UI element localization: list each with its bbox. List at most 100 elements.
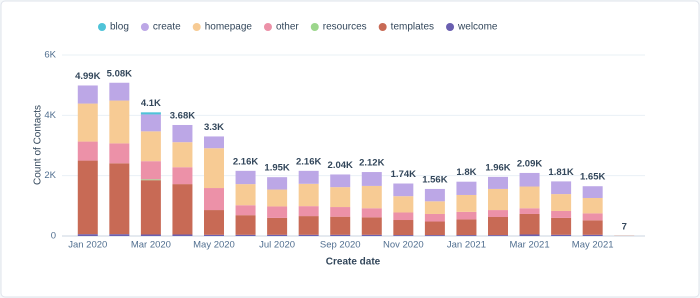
legend-swatch bbox=[310, 23, 319, 31]
bar-segment bbox=[140, 180, 161, 235]
y-axis-title: Count of Contacts bbox=[33, 105, 44, 185]
bar-segment bbox=[330, 187, 351, 208]
bar-segment bbox=[582, 234, 603, 236]
bar-segment bbox=[235, 170, 256, 185]
bar-segment bbox=[488, 216, 508, 236]
total-label: 2.04K bbox=[328, 160, 353, 171]
bar-segment bbox=[519, 208, 540, 214]
legend-swatch bbox=[192, 23, 201, 31]
y-tick-label: 4K bbox=[44, 110, 56, 121]
bar-segment bbox=[330, 207, 351, 217]
bar-segment bbox=[519, 186, 540, 209]
bar-segment bbox=[551, 217, 572, 235]
bar-segment bbox=[424, 221, 445, 236]
total-label: 2.16K bbox=[296, 156, 321, 167]
bar-segment bbox=[456, 194, 477, 212]
total-label: 1.74K bbox=[391, 169, 416, 180]
x-tick-label: Mar 2021 bbox=[509, 240, 549, 251]
bar-segment bbox=[393, 196, 414, 213]
legend-label: resources bbox=[323, 22, 367, 33]
total-label: 1.8K bbox=[456, 167, 476, 178]
total-label: 1.65K bbox=[580, 172, 605, 183]
bar-segment bbox=[140, 179, 161, 181]
bar-segment bbox=[582, 220, 603, 235]
x-tick-label: Nov 2020 bbox=[383, 240, 424, 251]
x-tick-label: May 2021 bbox=[572, 240, 614, 251]
bar-segment bbox=[267, 189, 288, 207]
bar-segment bbox=[456, 219, 477, 236]
legend-swatch bbox=[98, 23, 106, 31]
bar-segment bbox=[393, 212, 414, 221]
bar-segment bbox=[109, 82, 130, 101]
bar-segment bbox=[267, 217, 288, 235]
bar-segment bbox=[330, 234, 351, 236]
bar-segment bbox=[551, 210, 572, 218]
legend-swatch bbox=[446, 23, 455, 31]
bar-segment bbox=[172, 124, 193, 143]
total-label: 5.08K bbox=[107, 68, 132, 79]
total-label: 4.1K bbox=[141, 98, 161, 109]
total-label: 2.12K bbox=[359, 158, 384, 169]
bar-segment bbox=[204, 148, 224, 189]
y-tick-label: 6K bbox=[44, 50, 56, 61]
legend-swatch bbox=[140, 23, 149, 31]
total-label: 3.68K bbox=[170, 111, 195, 122]
bar-segment bbox=[361, 208, 382, 218]
bar-segment bbox=[204, 188, 224, 211]
bar-segment bbox=[109, 163, 130, 235]
bar-segment bbox=[361, 172, 382, 186]
bar-segment bbox=[204, 210, 224, 235]
bar-segment bbox=[204, 136, 224, 149]
bar-segment bbox=[551, 234, 572, 236]
bar-segment bbox=[582, 186, 603, 198]
total-label: 7 bbox=[622, 221, 627, 232]
bar-segment bbox=[140, 114, 161, 132]
legend-label: blog bbox=[110, 22, 129, 33]
bar-segment bbox=[172, 234, 193, 236]
legend-label: homepage bbox=[205, 22, 253, 33]
bar-segment bbox=[140, 131, 161, 162]
bar-segment bbox=[109, 143, 130, 164]
bar-segment bbox=[77, 103, 98, 142]
x-tick-label: Jan 2020 bbox=[68, 240, 107, 251]
bar-segment bbox=[424, 213, 445, 222]
bar-segment bbox=[393, 220, 414, 236]
x-tick-label: May 2020 bbox=[193, 240, 235, 251]
bar-segment bbox=[361, 185, 382, 209]
bar-segment bbox=[424, 201, 445, 214]
bar-segment bbox=[519, 213, 540, 235]
bar-segment bbox=[77, 85, 98, 104]
bar-segment bbox=[204, 234, 224, 236]
bar-segment bbox=[298, 216, 319, 235]
bar-segment bbox=[424, 188, 445, 202]
bar-segment bbox=[551, 194, 572, 211]
bar-segment bbox=[172, 142, 193, 168]
bar-segment bbox=[551, 181, 572, 195]
bar-segment bbox=[582, 213, 603, 221]
x-tick-label: Sep 2020 bbox=[320, 240, 361, 251]
bar-segment bbox=[235, 215, 256, 235]
bar-segment bbox=[488, 210, 508, 217]
total-label: 2.16K bbox=[233, 156, 258, 167]
bar-segment bbox=[519, 234, 540, 236]
bar-segment bbox=[172, 184, 193, 235]
bar-segment bbox=[140, 112, 161, 115]
bar-segment bbox=[77, 160, 98, 235]
legend-label: other bbox=[276, 22, 299, 33]
bar-segment bbox=[172, 167, 193, 185]
bar-segment bbox=[393, 235, 414, 236]
y-tick-label: 2K bbox=[44, 170, 56, 181]
bar-segment bbox=[140, 161, 161, 180]
bar-segment bbox=[424, 235, 445, 236]
bar-segment bbox=[298, 206, 319, 217]
bar-segment bbox=[330, 174, 351, 188]
total-label: 1.56K bbox=[422, 174, 447, 185]
bar-segment bbox=[488, 235, 508, 236]
total-label: 4.99K bbox=[75, 71, 100, 82]
bar-segment bbox=[456, 181, 477, 195]
legend-label: welcome bbox=[457, 22, 498, 33]
bar-segment bbox=[298, 183, 319, 207]
total-label: 2.09K bbox=[517, 158, 542, 169]
legend-swatch bbox=[378, 23, 387, 31]
